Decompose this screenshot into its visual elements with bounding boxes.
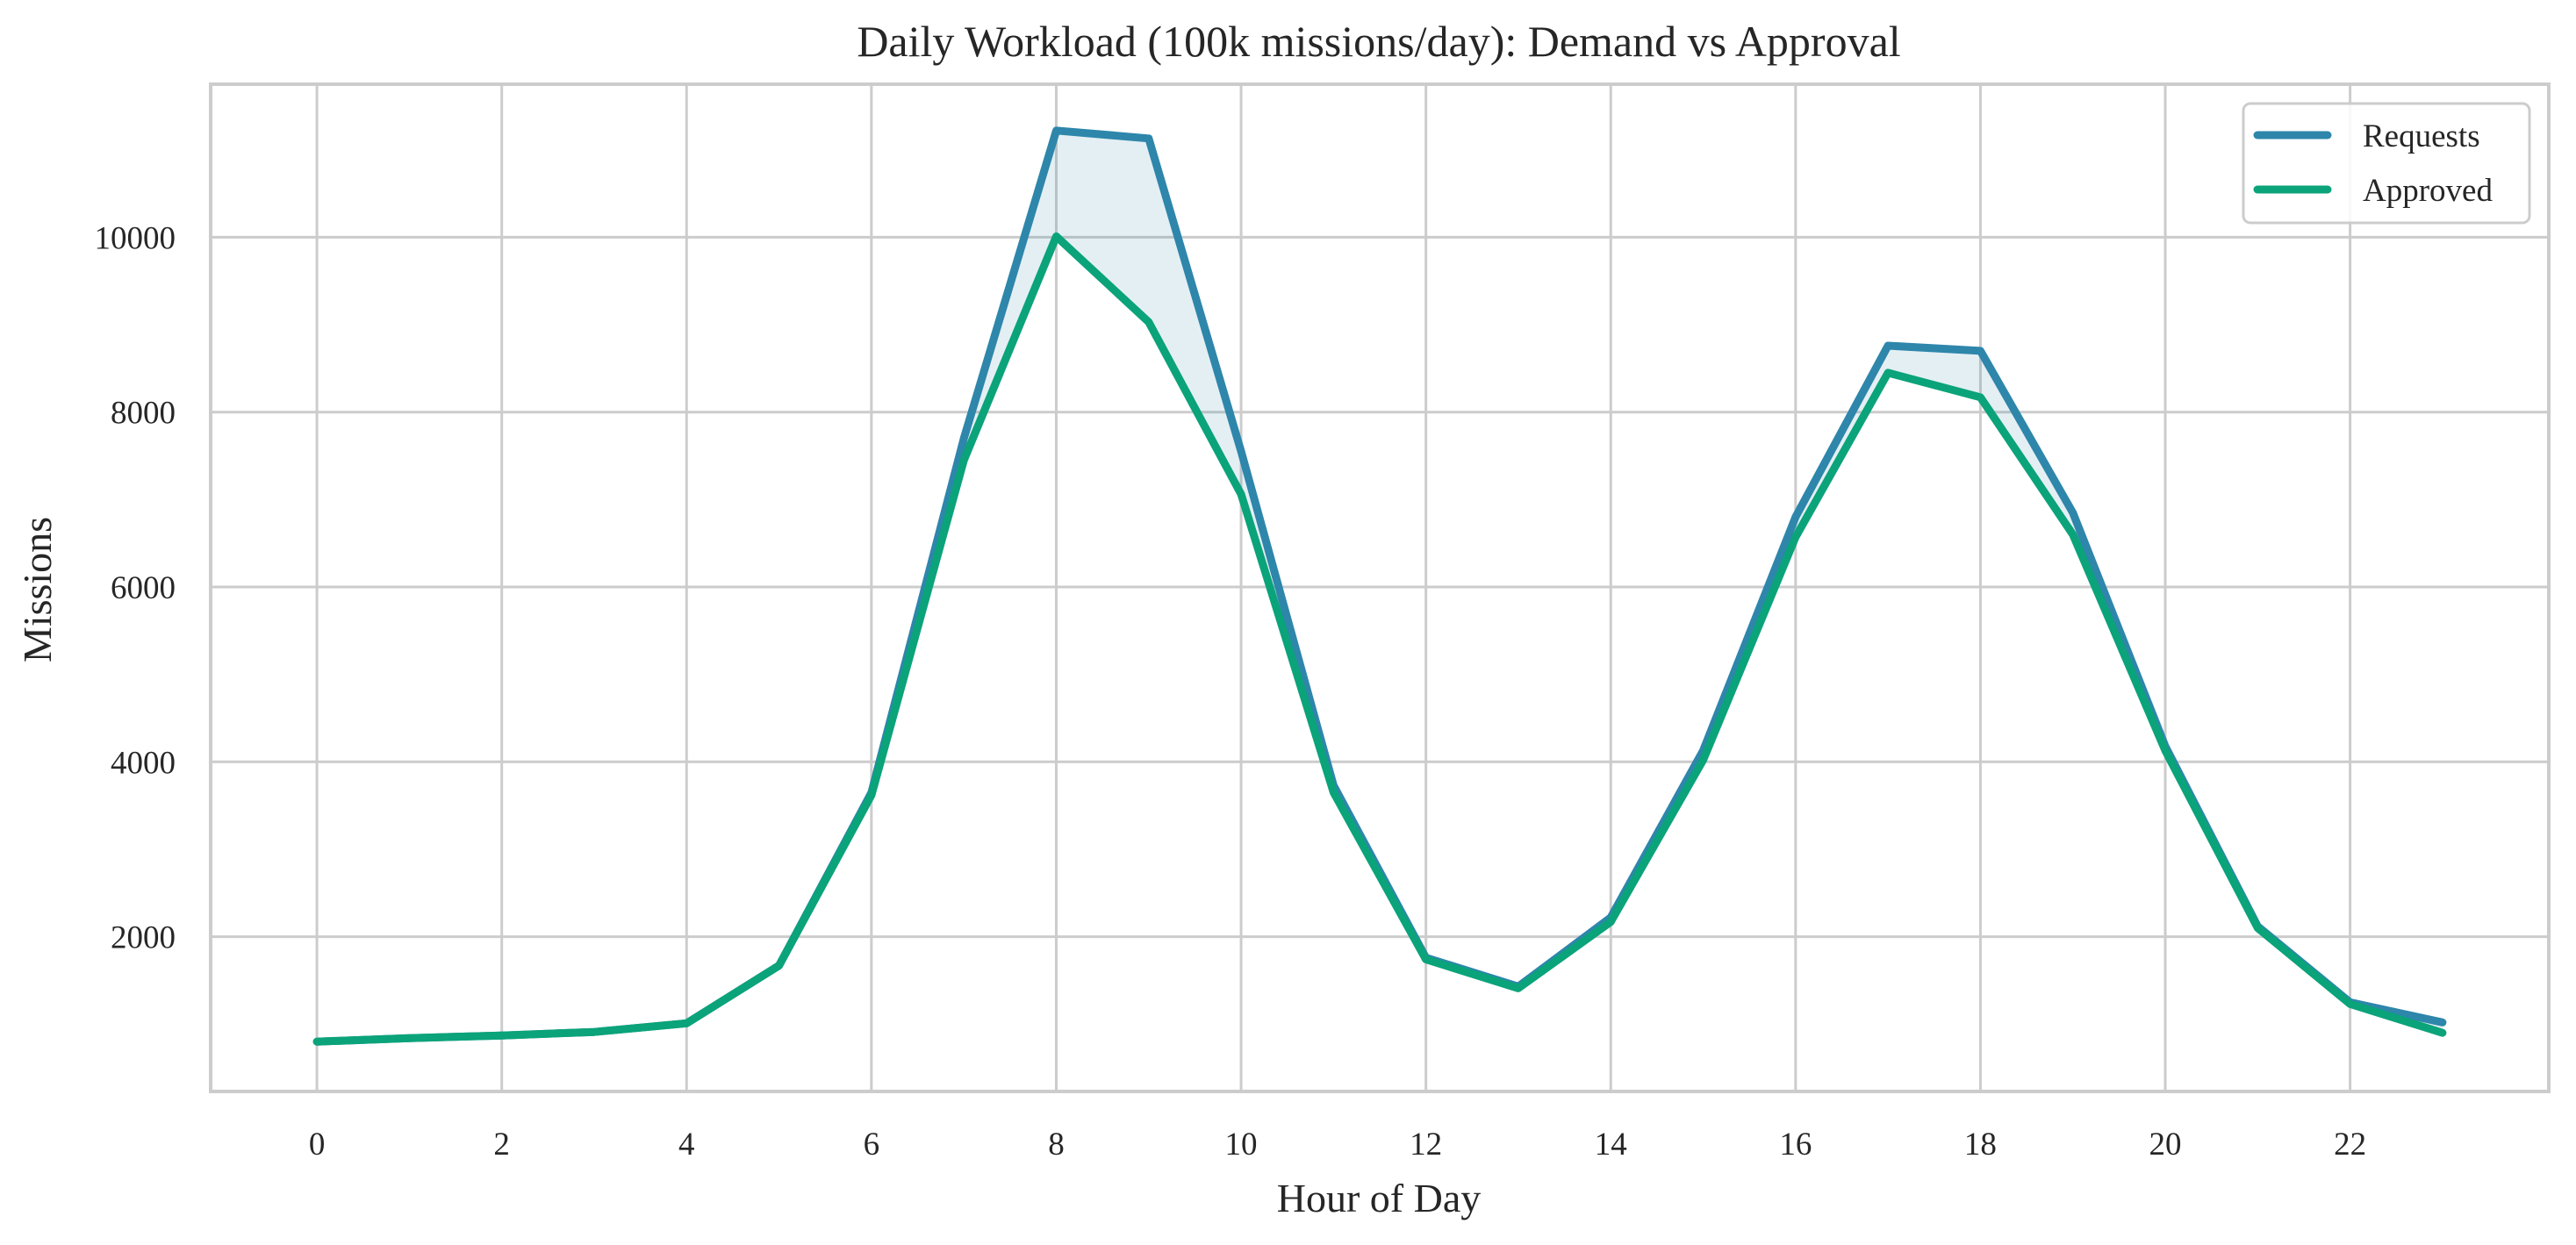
x-tick-label: 20: [2149, 1127, 2182, 1163]
legend: Requests Approved: [2242, 102, 2531, 225]
y-tick-label: 2000: [111, 920, 176, 956]
x-tick-label: 14: [1595, 1127, 1627, 1163]
x-tick-label: 22: [2334, 1127, 2366, 1163]
fill-between-region: [317, 130, 2443, 1042]
x-tick-label: 18: [1964, 1127, 1997, 1163]
y-axis-label: Missions: [15, 517, 60, 662]
series-lines: [312, 126, 2447, 1046]
x-tick-label: 10: [1225, 1127, 1258, 1163]
x-tick-label: 6: [864, 1127, 880, 1163]
plot-frame: [209, 82, 2551, 1093]
x-tick-labels: 0 2 4 6 8 10 12 14 16 18 20 22: [309, 1127, 2366, 1163]
x-tick-label: 16: [1779, 1127, 1812, 1163]
x-tick-label: 0: [309, 1127, 326, 1163]
x-tick-label: 12: [1410, 1127, 1442, 1163]
legend-label-approved: Approved: [2363, 173, 2493, 209]
series-line-approved: [312, 232, 2447, 1046]
x-tick-label: 2: [493, 1127, 510, 1163]
legend-label-requests: Requests: [2363, 118, 2480, 154]
x-tick-label: 8: [1048, 1127, 1065, 1163]
y-tick-label: 10000: [95, 220, 176, 256]
y-tick-labels: 2000 4000 6000 8000 10000: [95, 220, 176, 955]
x-axis-label: Hour of Day: [1277, 1176, 1482, 1220]
y-tick-label: 4000: [111, 745, 176, 781]
grid: [211, 84, 2549, 1091]
x-tick-label: 4: [678, 1127, 695, 1163]
chart-title: Daily Workload (100k missions/day): Dema…: [857, 17, 1900, 66]
y-tick-label: 6000: [111, 570, 176, 606]
fill-between-area: [317, 130, 2443, 1042]
y-tick-label: 8000: [111, 396, 176, 432]
